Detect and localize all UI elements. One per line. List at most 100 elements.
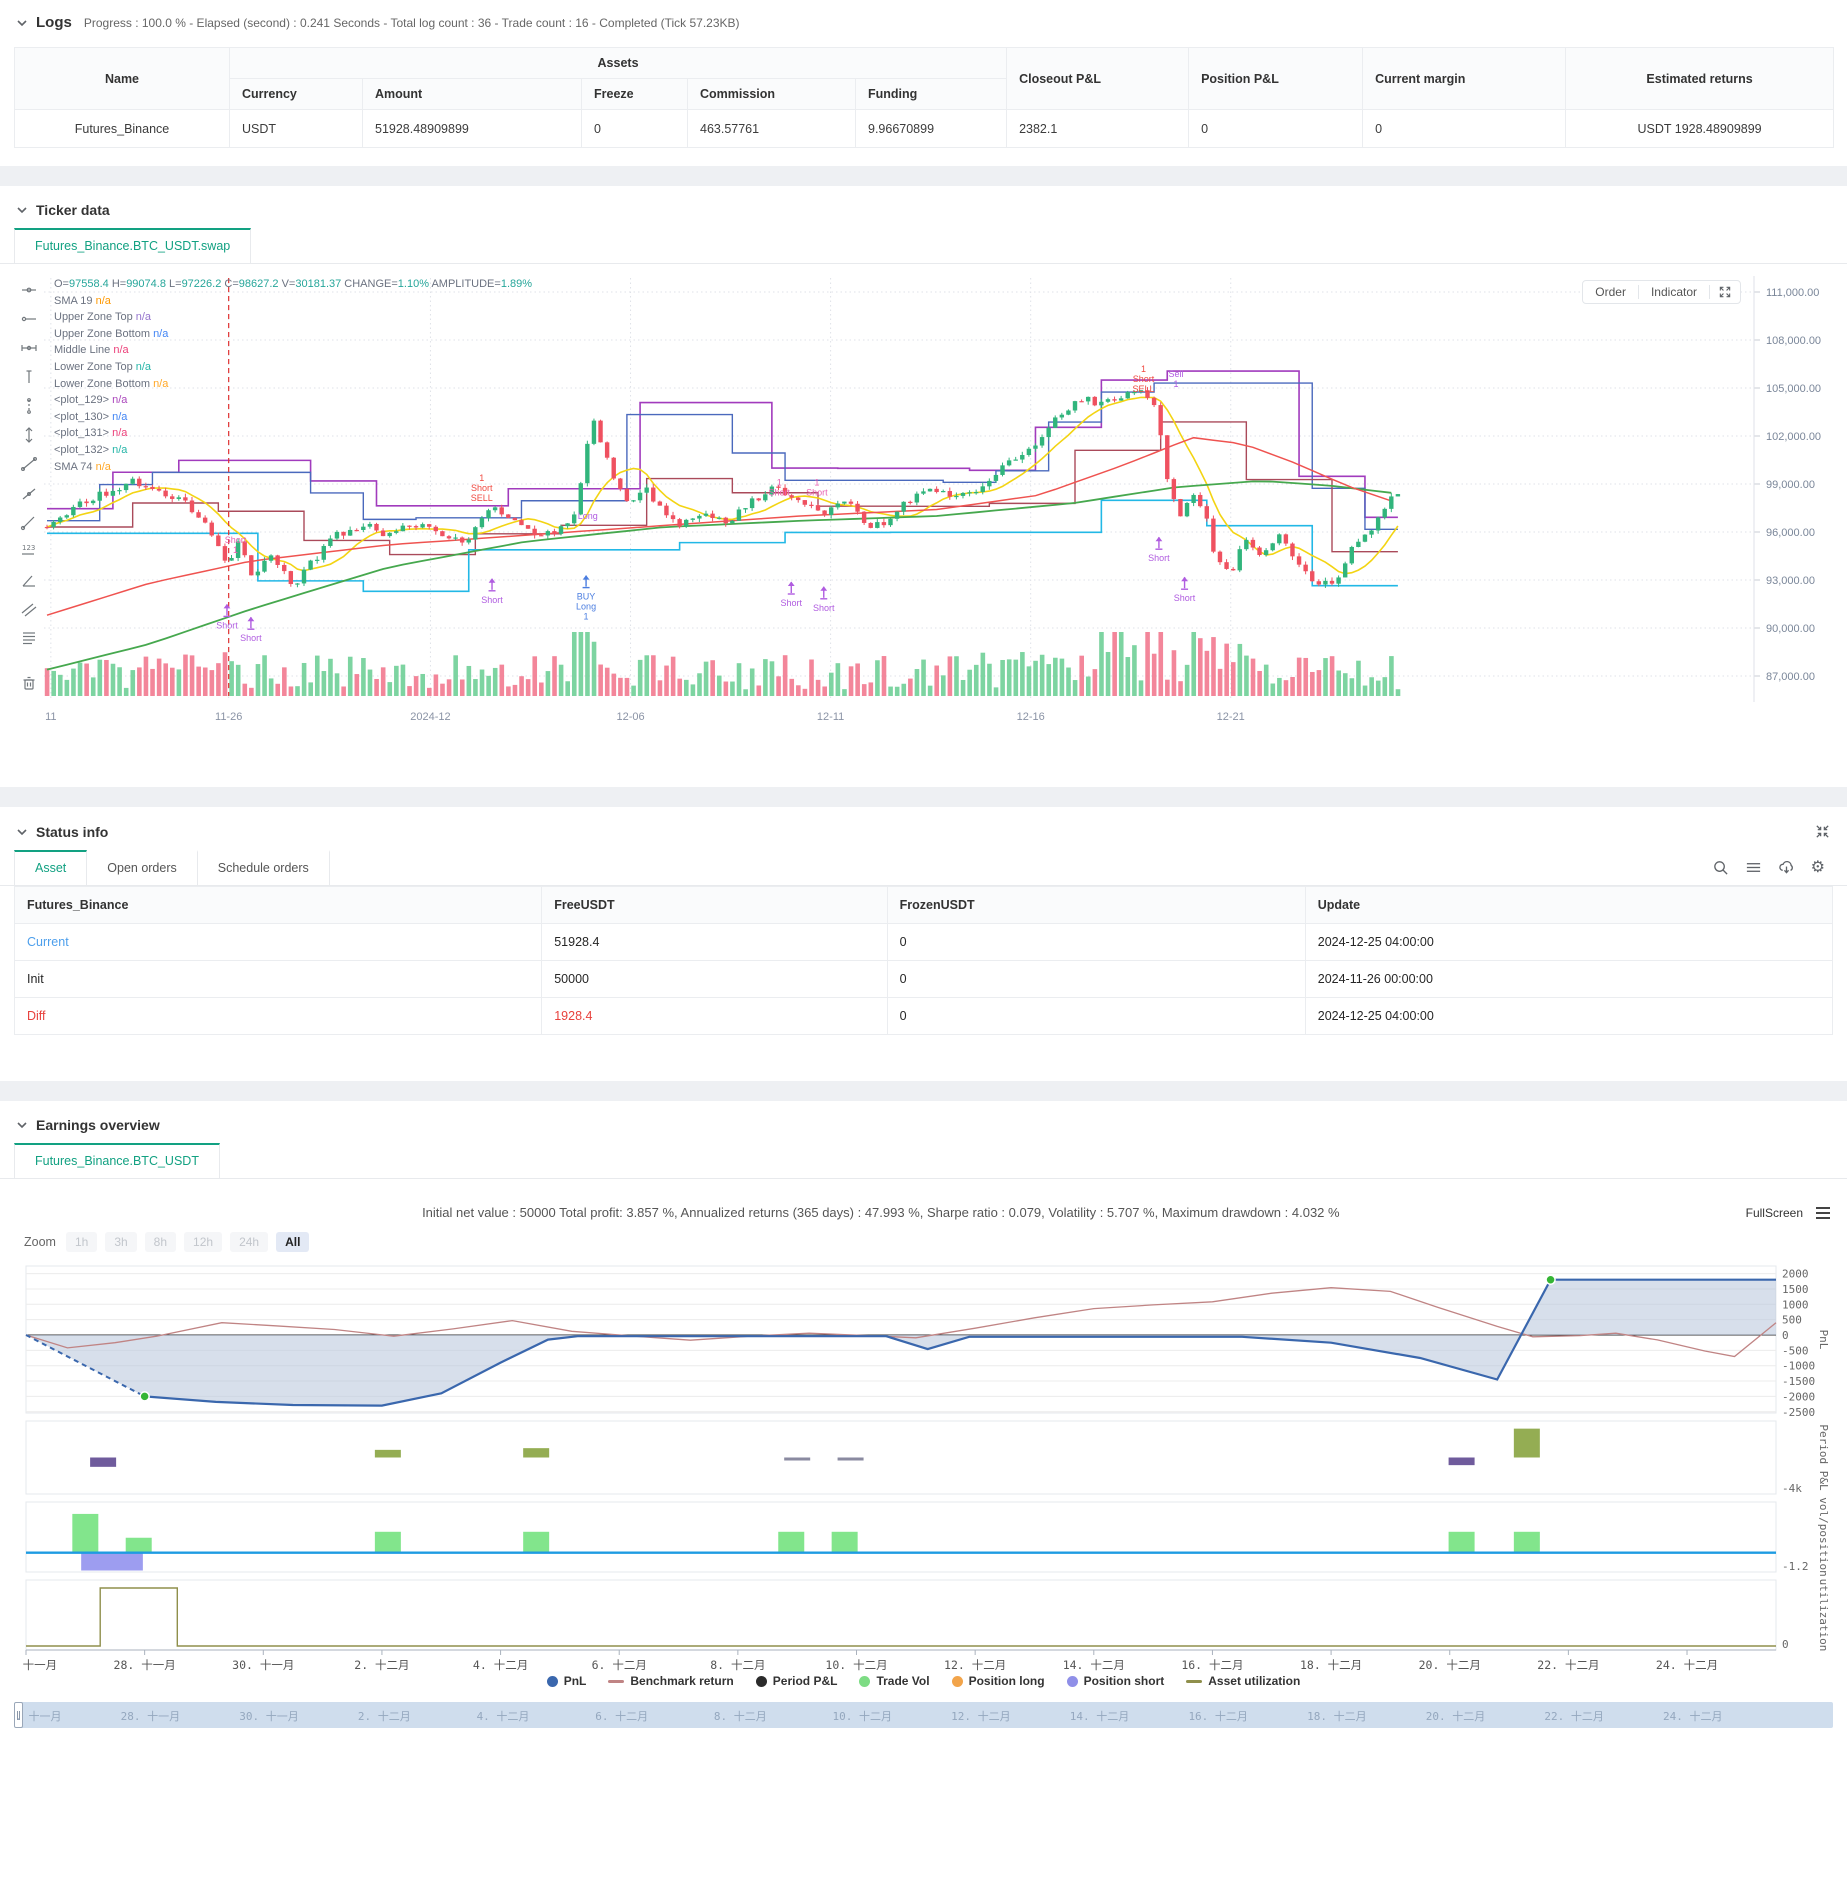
expand-icon[interactable] (1718, 285, 1732, 299)
trade-marker: Short (1174, 576, 1196, 603)
legend-item-period-p-l[interactable]: Period P&L (755, 1674, 837, 1688)
chart-navigator[interactable]: 26. 十一月 28. 十一月 30. 十一月 2. 十二月 4. 十二月 6. 十二月 8… (14, 1702, 1833, 1728)
zoom-option-3h[interactable]: 3h (105, 1232, 137, 1252)
zoom-option-1h[interactable]: 1h (65, 1232, 98, 1252)
col-funding: Funding (854, 78, 1008, 110)
col-commission: Commission (687, 78, 856, 110)
legend-item-trade-vol[interactable]: Trade Vol (859, 1674, 930, 1688)
table-row: Futures_Binance USDT 51928.48909899 0 46… (14, 109, 1835, 148)
search-icon[interactable] (1712, 859, 1729, 876)
rows-tool-icon[interactable] (19, 628, 39, 648)
price-range-tool-icon[interactable] (19, 425, 39, 445)
trade-marker: Long (578, 511, 598, 521)
status-row-diff-label: Diff (13, 997, 543, 1035)
logs-collapse-chevron-icon[interactable] (16, 17, 28, 29)
svg-text:12. 十二月: 12. 十二月 (944, 1658, 1006, 1672)
chart-drawing-toolbar: 123 (14, 280, 44, 693)
legend-item-benchmark-return[interactable]: Benchmark return (608, 1674, 734, 1688)
logs-summary: Progress : 100.0 % - Elapsed (second) : … (83, 15, 740, 30)
status-col-update: Update (1304, 886, 1834, 924)
svg-text:105,000.00: 105,000.00 (1766, 383, 1821, 395)
vertical-segment-tool-icon[interactable] (19, 367, 39, 387)
parallel-channel-tool-icon[interactable] (19, 599, 39, 619)
legend-item-pnl[interactable]: PnL (546, 1674, 586, 1688)
status-row-init-update: 2024-11-26 00:00:00 (1304, 960, 1834, 998)
navigator-label: 16. 十二月 (1188, 1710, 1248, 1723)
svg-text:Short: Short (806, 488, 828, 498)
list-icon[interactable] (1745, 859, 1762, 876)
svg-text:Long: Long (578, 511, 598, 521)
svg-text:1500: 1500 (1782, 1283, 1809, 1296)
horizontal-line-tool-icon[interactable] (19, 338, 39, 358)
section-divider (0, 787, 1847, 807)
legend-item-asset-utilization[interactable]: Asset utilization (1186, 1674, 1300, 1688)
zoom-option-24h[interactable]: 24h (230, 1232, 269, 1252)
svg-text:8. 十二月: 8. 十二月 (710, 1658, 765, 1672)
numbers-tool-icon[interactable]: 123 (19, 541, 39, 561)
earnings-collapse-chevron-icon[interactable] (16, 1119, 28, 1131)
table-row: Init 50000 0 2024-11-26 00:00:00 (13, 960, 1834, 998)
assets-table: Name Assets Closeout P&L Position P&L Cu… (14, 47, 1835, 148)
navigator-label: 14. 十二月 (1069, 1710, 1130, 1723)
zoom-option-all[interactable]: All (276, 1232, 310, 1252)
tab-earnings-symbol[interactable]: Futures_Binance.BTC_USDT (14, 1143, 220, 1178)
navigator-handle[interactable] (14, 1702, 23, 1728)
trend-angle-tool-icon[interactable] (19, 483, 39, 503)
tab-schedule-orders[interactable]: Schedule orders (197, 850, 330, 885)
svg-text:16. 十二月: 16. 十二月 (1181, 1658, 1243, 1672)
horizontal-ray-tool-icon[interactable] (19, 309, 39, 329)
trend-line-tool-icon[interactable] (19, 454, 39, 474)
svg-text:12-16: 12-16 (1017, 711, 1045, 723)
svg-text:12-11: 12-11 (817, 711, 844, 723)
navigator-label: 12. 十二月 (951, 1710, 1011, 1723)
ticker-collapse-chevron-icon[interactable] (16, 204, 28, 216)
ticker-data-section: Ticker data Futures_Binance.BTC_USDT.swa… (0, 186, 1847, 773)
cloud-download-icon[interactable] (1778, 859, 1795, 876)
svg-text:Short: Short (1174, 593, 1196, 603)
trade-marker: Short (781, 581, 803, 608)
status-col-frozen: FrozenUSDT (886, 886, 1306, 924)
earnings-legend: PnL Benchmark return Period P&L Trade Vol Po… (0, 1672, 1847, 1694)
legend-item-position-long[interactable]: Position long (951, 1674, 1045, 1688)
status-row-current-free: 51928.4 (541, 923, 888, 961)
status-row-init-label: Init (13, 960, 543, 998)
svg-text:Short: Short (471, 483, 493, 493)
cell-estimated-returns: USDT 1928.48909899 (1565, 109, 1835, 148)
earnings-section-title: Earnings overview (36, 1117, 160, 1133)
ray-line-tool-icon[interactable] (19, 512, 39, 532)
tab-ticker-symbol[interactable]: Futures_Binance.BTC_USDT.swap (14, 228, 252, 263)
candlestick-chart[interactable]: 111,000.00 108,000.00 105,000.00 102,000.00… (44, 268, 1833, 730)
gear-icon[interactable]: ⚙ (1810, 858, 1825, 876)
trade-marker: Short (1148, 536, 1170, 563)
svg-text:123: 123 (22, 544, 35, 552)
trash-tool-icon[interactable] (19, 673, 39, 693)
svg-text:1: 1 (584, 612, 589, 622)
svg-text:Short: Short (813, 603, 835, 613)
tab-asset[interactable]: Asset (14, 850, 88, 885)
legend-item-position-short[interactable]: Position short (1066, 1674, 1164, 1688)
svg-text:111,000.00: 111,000.00 (1766, 287, 1819, 299)
zoom-option-12h[interactable]: 12h (184, 1232, 223, 1252)
status-collapse-chevron-icon[interactable] (16, 826, 28, 838)
angle-tool-icon[interactable] (19, 570, 39, 590)
fullscreen-button[interactable]: FullScreen (1745, 1205, 1803, 1220)
crosshair-tool-icon[interactable] (19, 280, 39, 300)
vertical-dashed-tool-icon[interactable] (19, 396, 39, 416)
order-button[interactable]: Order (1595, 285, 1626, 299)
svg-text:Short: Short (1148, 553, 1170, 563)
indicator-button[interactable]: Indicator (1650, 285, 1697, 299)
status-row-current-label[interactable]: Current (13, 923, 543, 961)
shrink-icon[interactable] (1814, 823, 1831, 840)
ticker-section-title: Ticker data (36, 202, 110, 218)
zoom-option-8h[interactable]: 8h (144, 1232, 177, 1252)
status-row-diff-update: 2024-12-25 04:00:00 (1304, 997, 1834, 1035)
svg-text:2024-12: 2024-12 (410, 711, 450, 723)
tab-open-orders[interactable]: Open orders (87, 850, 198, 885)
zoom-range-selector: Zoom 1h 3h 8h 12h 24h All (0, 1226, 1847, 1256)
menu-icon[interactable] (1815, 1206, 1831, 1220)
earnings-chart[interactable]: 2000 1500 1000 500 0 -500 -1000 -1500 -2000 -2500… (14, 1258, 1833, 1672)
svg-text:Short: Short (240, 633, 262, 643)
